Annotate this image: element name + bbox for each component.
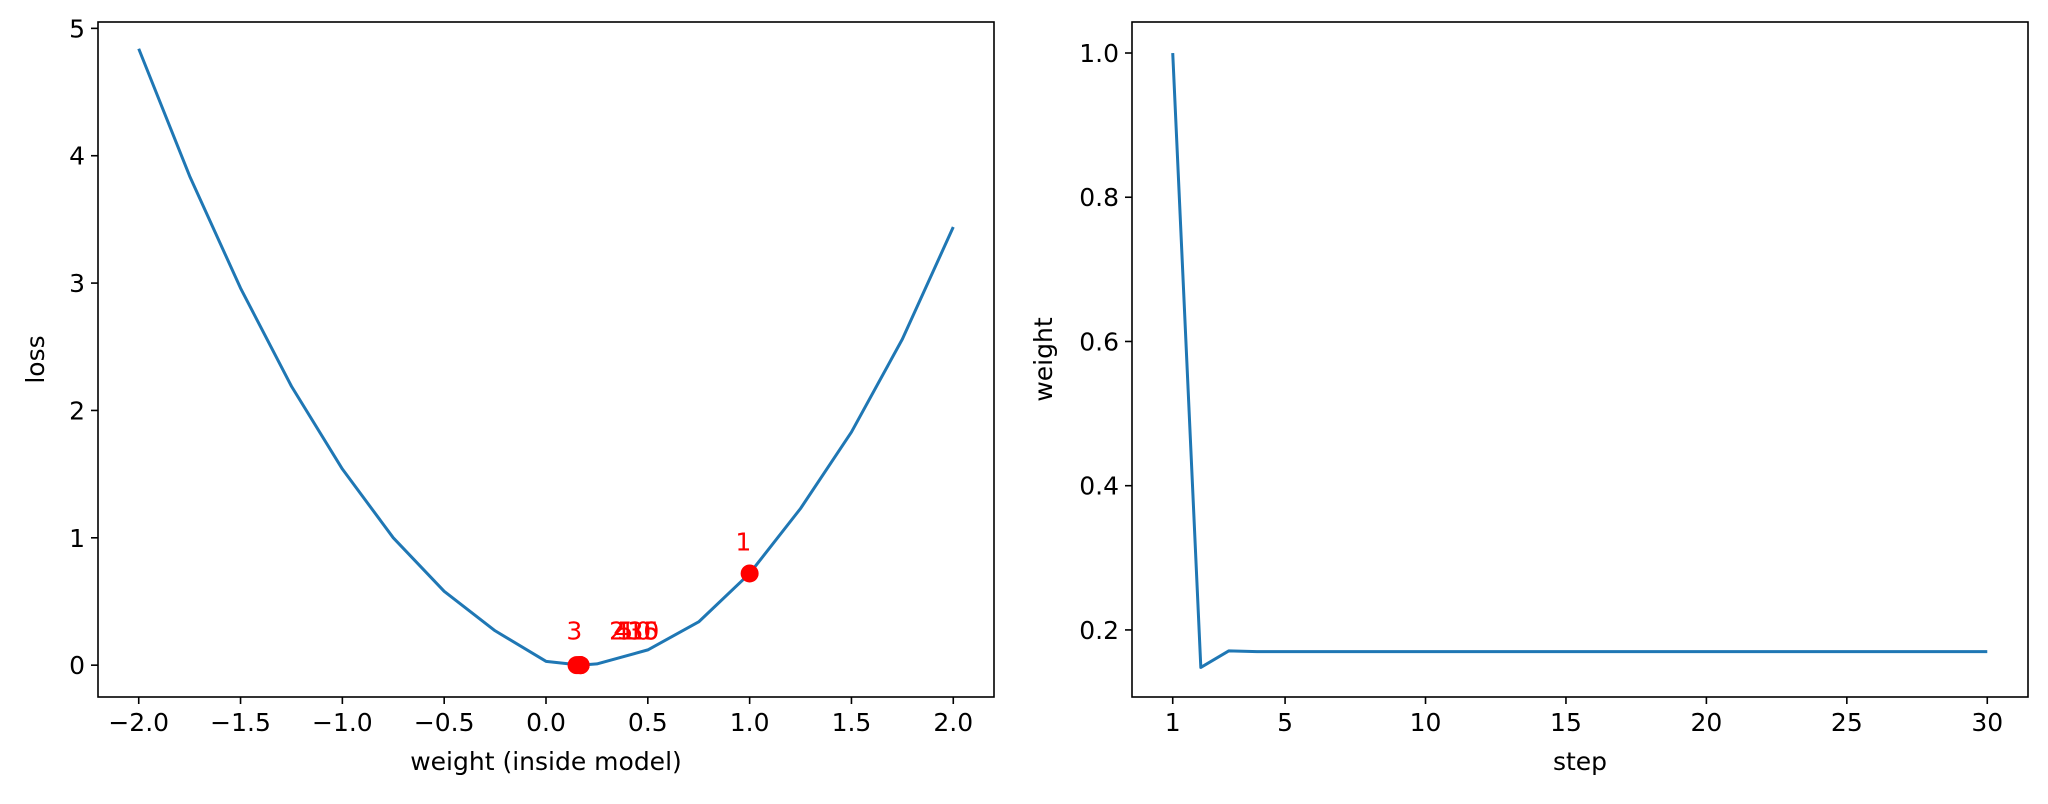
step-annotation: 3 bbox=[566, 617, 582, 646]
x-axis-label-step: step bbox=[1553, 747, 1607, 776]
y-tick-label: 3 bbox=[69, 269, 85, 298]
step-annotation: 4 bbox=[613, 617, 629, 646]
y-axis-label-weight: weight bbox=[1029, 317, 1058, 401]
step-annotation: 2 bbox=[609, 617, 625, 646]
y-tick-label: 0.6 bbox=[1079, 327, 1119, 356]
weight-points-series bbox=[567, 564, 759, 675]
y-tick-label: 2 bbox=[69, 396, 85, 425]
x-tick-label: 0.5 bbox=[628, 708, 668, 737]
x-tick-label: 20 bbox=[1690, 708, 1722, 737]
weight-plot-x-ticks: 1 5 10 15 20 25 30 bbox=[1165, 697, 2003, 737]
y-tick-label: 4 bbox=[69, 142, 85, 171]
y-tick-label: 1 bbox=[69, 524, 85, 553]
y-tick-label: 0.4 bbox=[1079, 472, 1119, 501]
y-axis-label-loss: loss bbox=[21, 335, 50, 383]
weight-point bbox=[740, 564, 759, 583]
weight-history-plot: 1 5 10 15 20 25 30 0.20.40.60.81.0 step weight bbox=[1029, 21, 2029, 776]
x-tick-label: 1.5 bbox=[832, 708, 872, 737]
weight-plot-frame bbox=[1131, 21, 2029, 698]
x-tick-label: 30 bbox=[1971, 708, 2003, 737]
step-annotation: 5 bbox=[617, 617, 633, 646]
loss-curve-line bbox=[137, 48, 955, 667]
weight-point bbox=[571, 656, 590, 675]
x-tick-label: 2.0 bbox=[933, 708, 973, 737]
y-tick-label: 0.2 bbox=[1079, 616, 1119, 645]
x-tick-label: 0.0 bbox=[526, 708, 566, 737]
x-tick-label: 5 bbox=[1277, 708, 1293, 737]
x-tick-label: −2.0 bbox=[108, 708, 169, 737]
x-tick-label: −1.5 bbox=[210, 708, 271, 737]
y-tick-label: 0 bbox=[69, 651, 85, 680]
weight-history-series bbox=[1171, 52, 1988, 669]
x-tick-label: 10 bbox=[1410, 708, 1442, 737]
x-tick-label: −0.5 bbox=[414, 708, 475, 737]
step-annotation: 15 bbox=[627, 617, 659, 646]
loss-curve-series bbox=[137, 48, 955, 667]
weight-history-line bbox=[1171, 52, 1988, 669]
step-annotation: 10 bbox=[619, 617, 651, 646]
y-tick-label: 1.0 bbox=[1079, 39, 1119, 68]
y-tick-label: 0.8 bbox=[1079, 183, 1119, 212]
x-tick-label: 1.0 bbox=[730, 708, 770, 737]
x-tick-label: −1.0 bbox=[312, 708, 373, 737]
step-annotation: 30 bbox=[627, 617, 659, 646]
step-annotation: 1 bbox=[735, 528, 751, 557]
x-tick-label: 15 bbox=[1550, 708, 1582, 737]
x-tick-label: 25 bbox=[1831, 708, 1863, 737]
loss-plot-y-ticks: 0 1 2 3 4 5 bbox=[69, 14, 98, 680]
x-tick-label: 1 bbox=[1165, 708, 1181, 737]
x-axis-label-weight: weight (inside model) bbox=[410, 747, 682, 776]
loss-plot-x-ticks: −2.0 −1.5 −1.0 −0.5 0.0 0.5 1.0 1.5 2.0 bbox=[108, 697, 973, 737]
y-tick-label: 5 bbox=[69, 14, 85, 43]
weight-plot-y-ticks: 0.2 0.4 0.6 0.8 1.0 bbox=[1079, 39, 1132, 645]
